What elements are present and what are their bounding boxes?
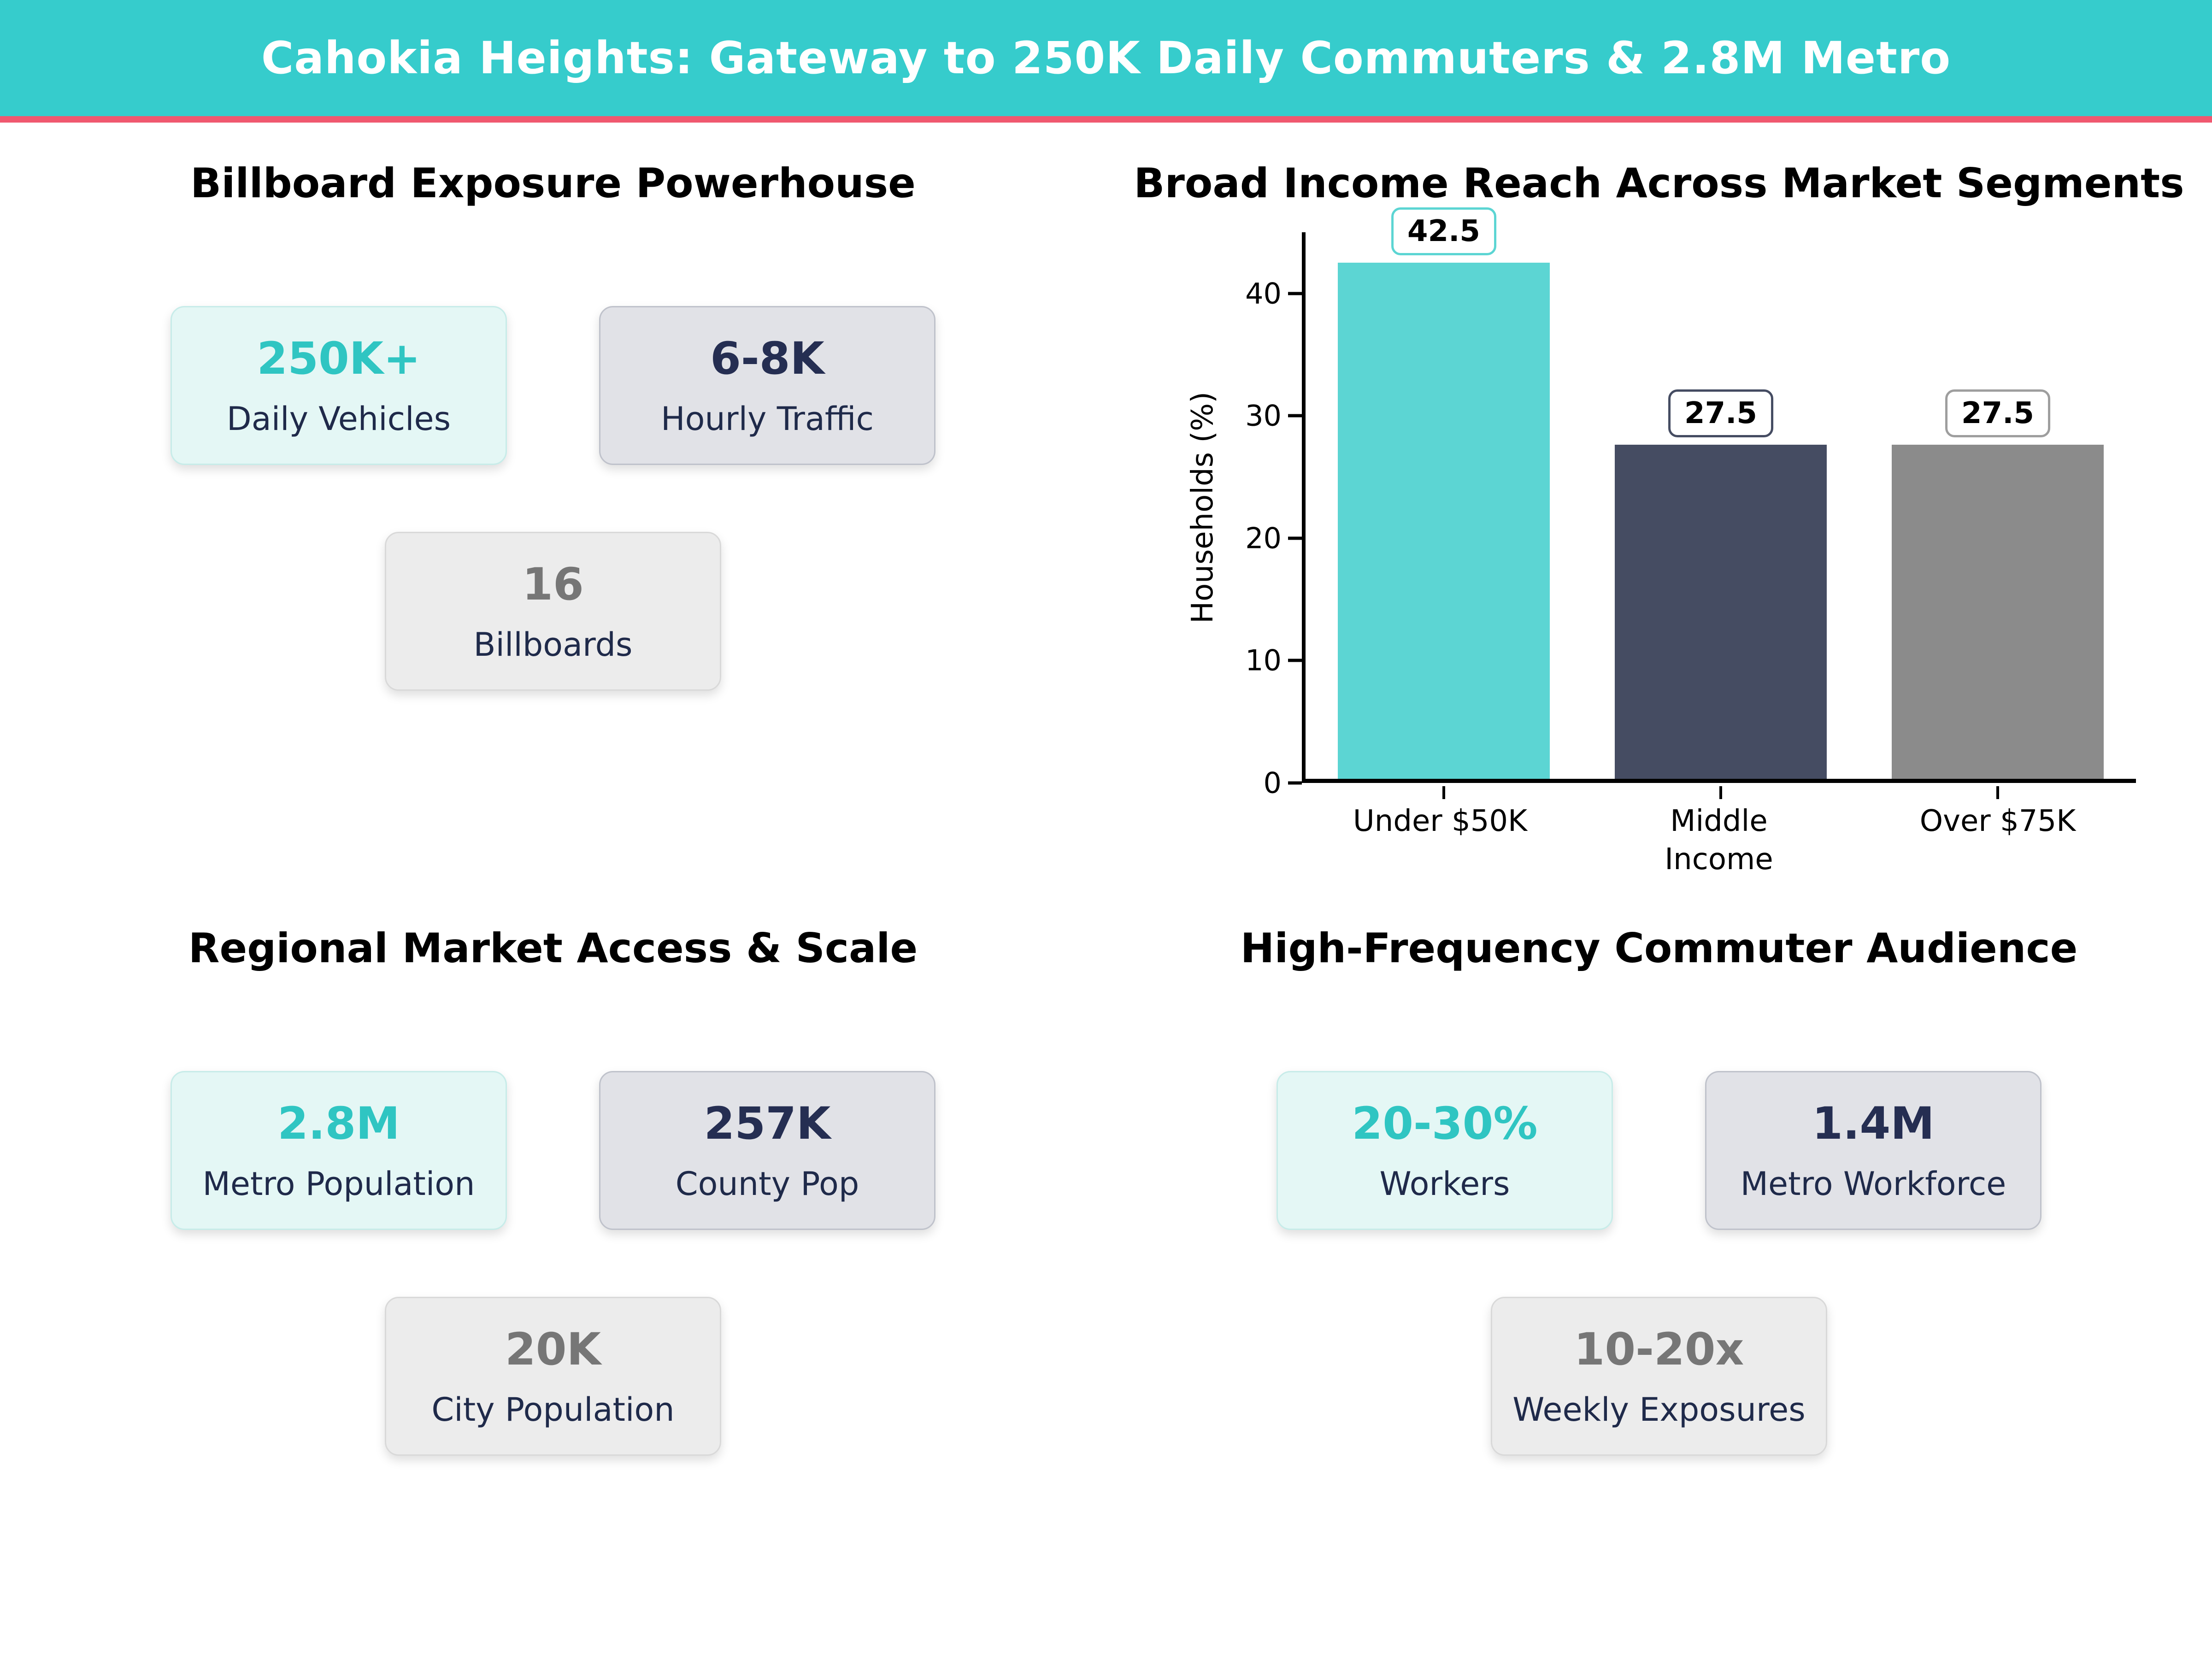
stat-card-county-pop: 257K County Pop [599,1071,935,1230]
y-tick-label: 10 [1245,643,1282,677]
y-tick: 40 [1245,276,1302,310]
y-axis-title: Households (%) [1186,391,1220,624]
stat-value: 20K [505,1323,601,1375]
y-tick-mark [1288,414,1302,418]
stat-card-hourly-traffic: 6-8K Hourly Traffic [599,306,935,465]
stat-value: 2.8M [277,1097,400,1149]
stat-label: Weekly Exposures [1512,1390,1806,1429]
bar-group-under-50k: 42.5 [1338,207,1550,799]
y-tick-mark [1288,659,1302,662]
cards-row: 2.8M Metro Population 257K County Pop [171,1071,935,1230]
stat-value: 257K [704,1097,831,1149]
stat-card-billboards: 16 Billboards [385,532,721,691]
chart-title: Broad Income Reach Across Market Segment… [1134,159,2184,207]
stat-label: Workers [1379,1165,1510,1203]
y-tick-label: 0 [1263,766,1282,800]
cards-row: 20-30% Workers 1.4M Metro Workforce [1277,1071,2041,1230]
stat-label: Hourly Traffic [660,400,874,438]
bar-group-middle-income: 27.5 [1615,232,1827,799]
plot-area: 42.5 27.5 27.5 [1302,207,2136,799]
bar-under-50k [1338,262,1550,779]
y-tick-mark [1288,536,1302,540]
stat-value: 16 [522,558,584,610]
stat-label: County Pop [675,1165,859,1203]
panel-commuter-audience: High-Frequency Commuter Audience 20-30% … [1106,888,2212,1653]
bar-over-75k [1892,445,2104,779]
y-tick-label: 40 [1245,276,1282,311]
x-tick-label-under-50k: Under $50K [1353,804,1528,838]
panel-regional-market: Regional Market Access & Scale 2.8M Metr… [0,888,1106,1653]
bar-group-over-75k: 27.5 [1892,232,2104,799]
stat-label: City Population [431,1390,675,1429]
stat-value: 10-20x [1574,1323,1744,1375]
x-axis-labels: Under $50K Middle Income Over $75K [1302,802,2136,879]
value-chip-under-50k: 42.5 [1391,207,1496,255]
y-tick-label: 30 [1245,399,1282,433]
stat-value: 20-30% [1352,1097,1538,1149]
bar-middle-income [1615,445,1827,779]
banner-title: Cahokia Heights: Gateway to 250K Daily C… [261,32,1951,84]
x-tick-mark [1996,786,1999,799]
cards-row: 250K+ Daily Vehicles 6-8K Hourly Traffic [171,306,935,465]
banner: Cahokia Heights: Gateway to 250K Daily C… [0,0,2212,123]
stat-label: Billboards [473,625,633,664]
stat-label: Metro Workforce [1740,1165,2006,1203]
value-chip-over-75k: 27.5 [1945,389,2050,438]
y-axis: 0 10 20 30 40 [1224,232,1302,800]
y-tick-label: 20 [1245,521,1282,555]
stat-label: Daily Vehicles [226,400,451,438]
bar-chart: Households (%) 0 10 20 30 40 [1182,207,2136,879]
value-chip-middle-income: 27.5 [1668,389,1773,438]
panel-title-billboard: Billboard Exposure Powerhouse [190,159,916,207]
y-tick: 20 [1245,521,1302,555]
stat-card-weekly-exposures: 10-20x Weekly Exposures [1491,1297,1827,1456]
y-tick: 0 [1264,766,1302,800]
y-tick-mark [1288,781,1302,785]
stat-card-metro-population: 2.8M Metro Population [171,1071,507,1230]
stat-label: Metro Population [202,1165,475,1203]
stat-value: 6-8K [710,332,824,384]
panel-income-chart: Broad Income Reach Across Market Segment… [1106,123,2212,888]
y-tick-mark [1288,292,1302,295]
content-grid: Billboard Exposure Powerhouse 250K+ Dail… [0,123,2212,1653]
stat-card-workers: 20-30% Workers [1277,1071,1613,1230]
panel-title-regional: Regional Market Access & Scale [188,924,918,972]
x-tick-mark [1442,786,1445,799]
stat-value: 1.4M [1812,1097,1935,1149]
stat-card-city-population: 20K City Population [385,1297,721,1456]
y-tick: 30 [1245,399,1302,433]
stat-card-metro-workforce: 1.4M Metro Workforce [1705,1071,2041,1230]
y-tick: 10 [1245,644,1302,677]
panel-billboard-exposure: Billboard Exposure Powerhouse 250K+ Dail… [0,123,1106,888]
x-tick-mark [1719,786,1722,799]
panel-title-commuter: High-Frequency Commuter Audience [1240,924,2078,972]
x-tick-label-over-75k: Over $75K [1919,804,2076,838]
plot-column: 42.5 27.5 27.5 [1302,207,2136,879]
x-tick-label-middle-income: Middle Income [1665,804,1773,877]
stat-value: 250K+ [257,332,421,384]
stat-card-daily-vehicles: 250K+ Daily Vehicles [171,306,507,465]
